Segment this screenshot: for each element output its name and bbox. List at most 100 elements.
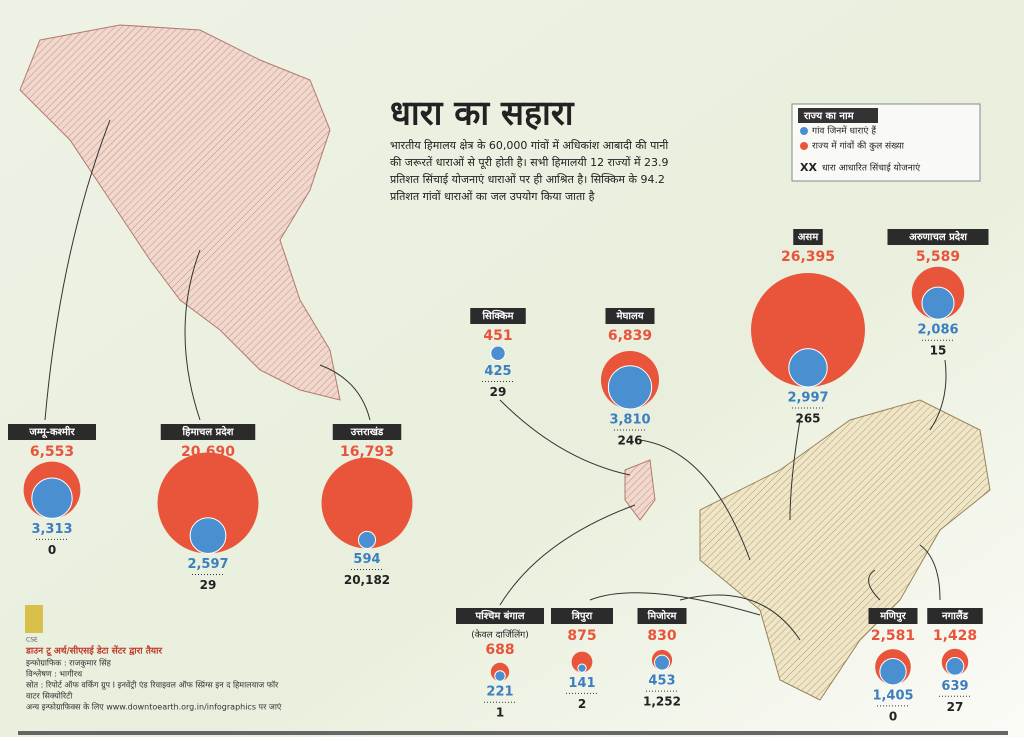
connectors xyxy=(44,119,947,641)
spring-circle xyxy=(607,365,653,410)
legend-schemes: धारा आधारित सिंचाई योजनाएं xyxy=(822,162,921,174)
spring-label: 3,810 xyxy=(609,413,650,428)
spring-label: 3,313 xyxy=(31,522,72,537)
state-name: उत्तराखंड xyxy=(350,426,384,438)
total-circle xyxy=(157,452,259,554)
schemes-label: 1 xyxy=(496,706,504,720)
state-name-bg xyxy=(551,608,613,624)
state-name-bg xyxy=(868,608,918,624)
total-label: 26,395 xyxy=(781,249,835,265)
schemes-label: 265 xyxy=(795,412,820,426)
spring-label: 425 xyxy=(484,364,511,379)
state-name: पश्चिम बंगाल xyxy=(474,609,525,622)
state-name: सिक्किम xyxy=(481,309,514,322)
state-name: मिजोरम xyxy=(647,609,678,622)
state-name-bg xyxy=(332,424,402,440)
schemes-label: 27 xyxy=(947,700,964,714)
spring-label: 639 xyxy=(941,679,968,694)
credits: इन्फोग्राफिक : राजकुमार सिंहविश्लेषण : भ… xyxy=(26,658,282,712)
description-line: प्रतिशत सिंचाई योजनाएं धाराओं पर ही आश्र… xyxy=(390,173,665,186)
state-name: असम xyxy=(798,232,819,243)
spring-label: 221 xyxy=(486,685,513,700)
spring-circle xyxy=(490,345,506,361)
schemes-label: 29 xyxy=(200,578,217,592)
legend-blue-dot xyxy=(800,127,808,135)
state-name-bg xyxy=(887,229,989,245)
spring-label: 141 xyxy=(568,676,595,691)
state-name: मेघालय xyxy=(615,309,644,322)
legend-blue: गांव जिनमें धाराएं हैं xyxy=(812,125,876,137)
state-name: त्रिपुरा xyxy=(571,609,593,622)
credit-line: इन्फोग्राफिक : राजकुमार सिंह xyxy=(26,658,112,669)
description-line: की जरूरतें धाराओं से पूरी होती है। सभी ह… xyxy=(390,156,669,170)
title: धारा का सहारा xyxy=(390,94,575,134)
state-name: नगालैंड xyxy=(941,609,969,622)
state-name: मणिपुर xyxy=(879,609,906,622)
spring-circle xyxy=(654,654,670,671)
state-name-bg xyxy=(793,229,823,245)
state-name-bg xyxy=(927,608,983,624)
bottom-rule xyxy=(18,731,1008,735)
schemes-label: 246 xyxy=(617,434,642,448)
credit-line: विश्लेषण : भागीरथ xyxy=(26,669,83,679)
schemes-label: 2 xyxy=(578,697,586,711)
state-name-bg xyxy=(470,308,526,324)
spring-circle xyxy=(921,286,955,320)
legend-red: राज्य में गांवों की कुल संख्या xyxy=(812,140,905,152)
north-east-states xyxy=(699,399,991,701)
total-circle xyxy=(321,457,413,549)
description-line: प्रतिशत गांवों धाराओं का जल उपयोग किया ज… xyxy=(390,190,595,203)
spring-label: 594 xyxy=(353,552,380,567)
sikkim-region xyxy=(624,459,656,521)
total-circle xyxy=(751,273,865,387)
schemes-label: 0 xyxy=(889,709,897,723)
state-name-bg xyxy=(605,308,655,324)
legend-title-bg xyxy=(798,108,878,123)
spring-label: 2,597 xyxy=(187,557,228,572)
total-label: 6,553 xyxy=(30,444,74,460)
state-name: हिमाचल प्रदेश xyxy=(182,425,235,438)
state-note: (केवल दार्जिलिंग) xyxy=(471,629,529,641)
legend-red-dot xyxy=(800,142,808,150)
credit-line: वाटर सिक्योरिटी xyxy=(26,691,73,701)
total-label: 688 xyxy=(485,642,514,658)
schemes-label: 0 xyxy=(48,543,56,557)
spring-circle xyxy=(879,658,907,686)
state-name: जम्मू-कश्मीर xyxy=(28,425,75,439)
state-name-bg xyxy=(160,424,256,440)
spring-circle xyxy=(189,517,227,554)
spring-circle xyxy=(357,530,377,549)
legend-title: राज्य का नाम xyxy=(803,111,855,122)
total-label: 1,428 xyxy=(933,628,977,644)
spring-circle xyxy=(31,477,73,519)
total-label: 451 xyxy=(483,328,512,344)
logo-icon xyxy=(25,605,43,633)
schemes-label: 1,252 xyxy=(643,695,681,709)
credit-line: स्रोत : रिपोर्ट ऑफ वर्किंग ग्रुप I इनवें… xyxy=(26,680,279,691)
spring-circle xyxy=(494,670,506,682)
credit-line: अन्य इन्फोग्राफिक्स के लिए www.downtoear… xyxy=(26,702,282,712)
description-line: भारतीय हिमालय क्षेत्र के 60,000 गांवों म… xyxy=(390,139,668,152)
schemes-label: 29 xyxy=(490,385,507,399)
description: भारतीय हिमालय क्षेत्र के 60,000 गांवों म… xyxy=(390,139,669,203)
state-name-bg xyxy=(456,608,544,624)
spring-label: 453 xyxy=(648,674,675,689)
north-west-states xyxy=(19,24,341,401)
legend-xx: XX xyxy=(800,161,817,174)
spring-label: 2,997 xyxy=(787,391,828,406)
total-circle xyxy=(571,651,593,673)
spring-circle xyxy=(945,657,965,676)
total-label: 16,793 xyxy=(340,444,394,460)
spring-label: 2,086 xyxy=(917,323,958,338)
total-label: 875 xyxy=(567,628,596,644)
schemes-label: 15 xyxy=(930,344,947,358)
schemes-label: 20,182 xyxy=(344,573,390,587)
spring-label: 1,405 xyxy=(872,688,913,703)
total-label: 830 xyxy=(647,628,676,644)
logo-text: CSE xyxy=(26,637,38,644)
state-name-bg xyxy=(637,608,687,624)
state-name-bg xyxy=(8,424,96,440)
state-name: अरुणाचल प्रदेश xyxy=(909,230,968,243)
spring-circle xyxy=(788,348,828,388)
